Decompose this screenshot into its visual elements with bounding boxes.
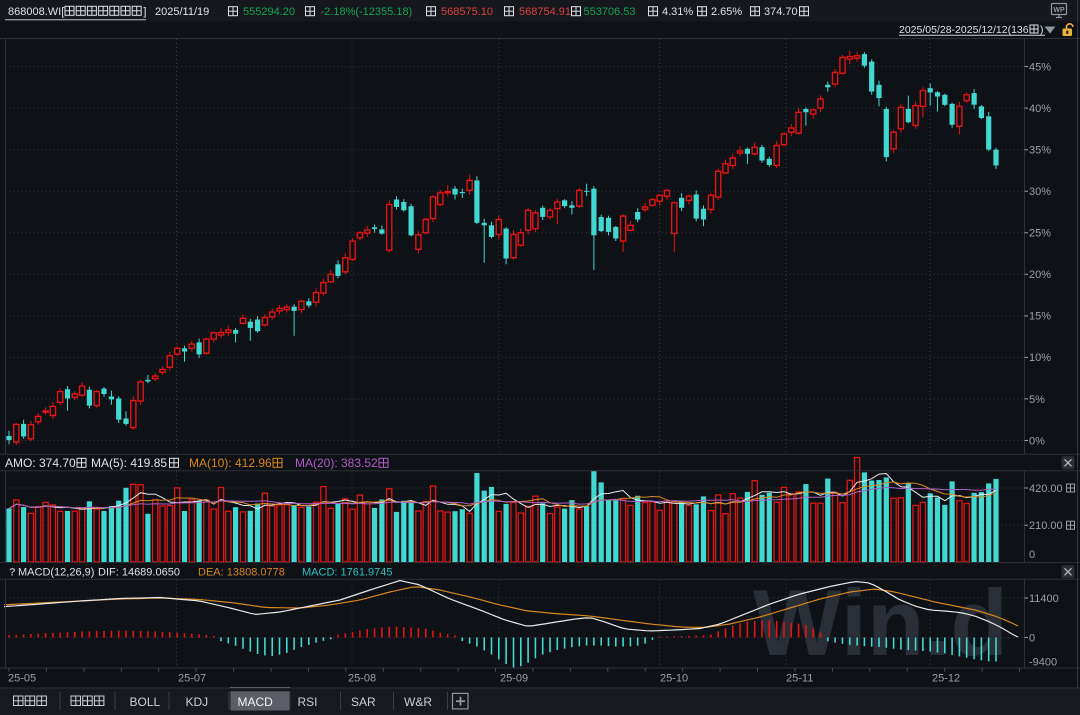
svg-text:AMO: 374.70: AMO: 374.70 — [5, 456, 76, 470]
svg-text:25-05: 25-05 — [8, 673, 36, 685]
svg-text:-9400: -9400 — [1029, 656, 1057, 668]
svg-text:25-10: 25-10 — [660, 673, 688, 685]
svg-text:5%: 5% — [1029, 394, 1045, 406]
svg-text:0: 0 — [1029, 549, 1035, 561]
svg-text:): ) — [1040, 24, 1044, 36]
svg-text:Win.d: Win.d — [753, 570, 1008, 675]
svg-text:568754.91: 568754.91 — [519, 6, 571, 18]
svg-text:568575.10: 568575.10 — [441, 6, 493, 18]
svg-text:DIF: 14689.0650: DIF: 14689.0650 — [98, 566, 180, 578]
svg-text:553706.53: 553706.53 — [584, 6, 636, 18]
svg-text:25-07: 25-07 — [178, 673, 206, 685]
svg-text:374.70: 374.70 — [764, 6, 798, 18]
svg-text:40%: 40% — [1029, 103, 1051, 115]
svg-text:?: ? — [9, 566, 16, 578]
svg-text:RSI: RSI — [298, 695, 318, 709]
svg-text:35%: 35% — [1029, 145, 1051, 157]
svg-text:SAR: SAR — [351, 695, 376, 709]
svg-text:]: ] — [143, 6, 146, 18]
svg-text:KDJ: KDJ — [186, 695, 209, 709]
svg-text:W&R: W&R — [404, 695, 432, 709]
svg-text:45%: 45% — [1029, 61, 1051, 73]
svg-text:25%: 25% — [1029, 228, 1051, 240]
svg-text:2.65%: 2.65% — [711, 6, 742, 18]
svg-text:20%: 20% — [1029, 269, 1051, 281]
svg-text:0: 0 — [1029, 632, 1035, 644]
svg-text:30%: 30% — [1029, 186, 1051, 198]
svg-text:MACD(12,26,9): MACD(12,26,9) — [18, 566, 94, 578]
svg-text:10%: 10% — [1029, 352, 1051, 364]
svg-text:MACD: MACD — [238, 695, 274, 709]
svg-text:25-09: 25-09 — [500, 673, 528, 685]
svg-text:555294.20: 555294.20 — [243, 6, 295, 18]
svg-text:DEA: 13808.0778: DEA: 13808.0778 — [198, 566, 285, 578]
svg-text:MA(5): 419.85: MA(5): 419.85 — [91, 456, 167, 470]
svg-text:MA(20): 383.52: MA(20): 383.52 — [295, 456, 378, 470]
svg-text:25-11: 25-11 — [786, 673, 813, 685]
svg-text:25-08: 25-08 — [348, 673, 376, 685]
svg-text:11400: 11400 — [1029, 593, 1059, 605]
svg-text:BOLL: BOLL — [130, 695, 161, 709]
svg-text:25-12: 25-12 — [932, 673, 960, 685]
svg-text:4.31%: 4.31% — [662, 6, 693, 18]
svg-text:868008.WI[: 868008.WI[ — [8, 6, 64, 18]
svg-text:2025/11/19: 2025/11/19 — [155, 6, 209, 18]
svg-text:420.00: 420.00 — [1029, 483, 1063, 495]
svg-text:WP: WP — [1053, 7, 1065, 14]
svg-text:MACD: 1761.9745: MACD: 1761.9745 — [302, 566, 393, 578]
svg-text:MA(10): 412.96: MA(10): 412.96 — [189, 456, 272, 470]
svg-text:15%: 15% — [1029, 311, 1051, 323]
svg-text:2025/05/28-2025/12/12(136: 2025/05/28-2025/12/12(136 — [899, 24, 1029, 36]
svg-text:0%: 0% — [1029, 435, 1045, 447]
svg-text:-2.18%(-12355.18): -2.18%(-12355.18) — [321, 6, 413, 18]
svg-text:210.00: 210.00 — [1029, 520, 1063, 532]
